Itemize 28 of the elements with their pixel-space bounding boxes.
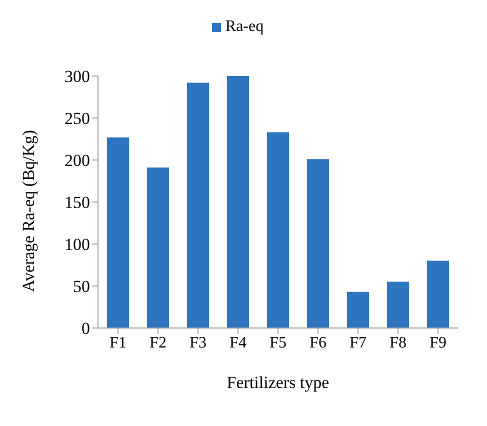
x-tick-label: F8 — [390, 334, 406, 352]
x-tick-label: F5 — [270, 334, 286, 352]
y-tick-label: 300 — [64, 67, 90, 86]
x-tick-label: F3 — [190, 334, 206, 352]
x-tick-label: F1 — [110, 334, 126, 352]
x-tick-label: F6 — [310, 334, 326, 352]
bar — [427, 260, 449, 328]
y-tick-label: 100 — [64, 235, 90, 254]
bar — [187, 82, 209, 328]
y-tick-label: 0 — [82, 319, 90, 338]
legend-label: Ra-eq — [225, 18, 264, 35]
y-tick-label: 250 — [64, 109, 90, 128]
bar — [227, 76, 249, 328]
x-tick-label: F4 — [230, 334, 246, 352]
bar — [147, 168, 169, 328]
y-tick-label: 150 — [64, 193, 90, 212]
y-tick-label: 200 — [64, 151, 90, 170]
x-tick-label: F7 — [350, 334, 366, 352]
x-axis-title: Fertilizers type — [226, 373, 330, 392]
bar — [347, 292, 369, 328]
bar — [307, 159, 329, 328]
bar — [387, 282, 409, 328]
y-axis-title: Average Ra-eq (Bq/Kg) — [19, 130, 38, 292]
bar — [107, 137, 129, 328]
bar — [267, 132, 289, 328]
y-tick-label: 50 — [73, 277, 90, 296]
x-tick-label: F9 — [430, 334, 446, 352]
x-tick-label: F2 — [150, 334, 166, 352]
